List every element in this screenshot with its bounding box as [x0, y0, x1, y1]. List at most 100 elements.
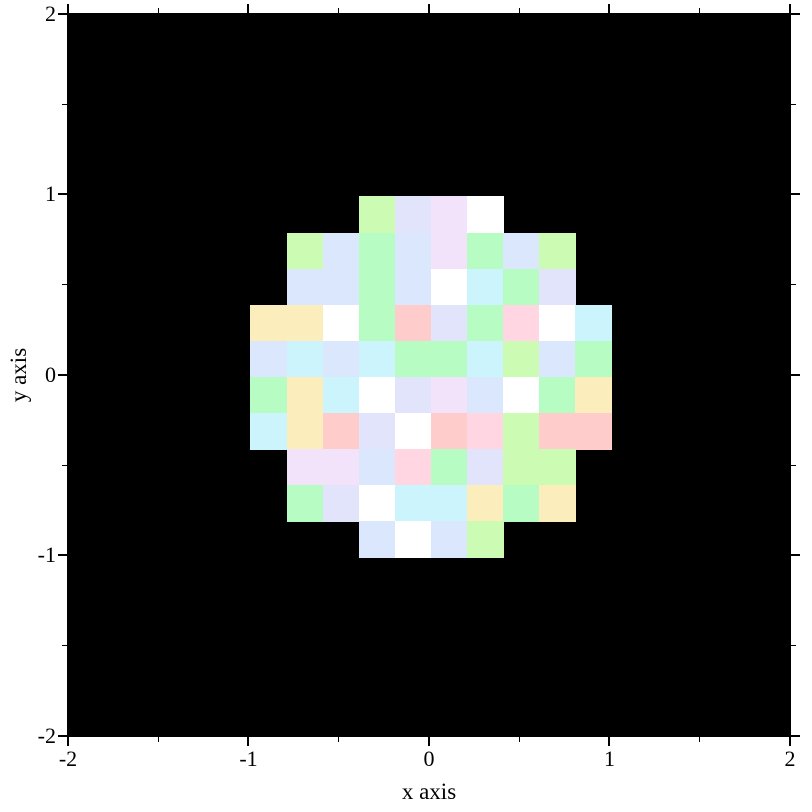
x-minor-tick	[157, 737, 159, 742]
heatmap-cell	[575, 376, 612, 414]
heatmap-cell	[286, 376, 324, 414]
y-major-tick	[791, 373, 800, 376]
heatmap-cell	[467, 268, 504, 306]
heatmap-cell	[430, 521, 468, 558]
heatmap-cell	[539, 449, 576, 486]
x-major-tick	[788, 737, 791, 746]
heatmap-cell	[539, 232, 576, 270]
y-major-tick	[791, 554, 800, 557]
x-minor-tick	[338, 737, 340, 742]
heatmap-cell	[358, 304, 396, 342]
heatmap-cell	[575, 340, 612, 378]
x-minor-tick	[518, 737, 520, 742]
y-major-tick	[791, 734, 800, 737]
heatmap-cell	[394, 232, 432, 270]
x-major-tick	[247, 4, 250, 13]
x-tick-label: -1	[239, 746, 258, 771]
heatmap-cell	[430, 340, 468, 378]
heatmap-cell	[250, 304, 288, 342]
heatmap-cell	[394, 449, 432, 486]
heatmap-cell	[322, 413, 360, 450]
y-tick-label: 0	[45, 361, 56, 387]
heatmap-cell	[286, 485, 324, 522]
heatmap-cell	[430, 268, 468, 306]
heatmap-cell	[358, 376, 396, 414]
x-tick-label: 1	[603, 746, 615, 771]
y-major-tick	[791, 193, 800, 196]
heatmap-cell	[322, 376, 360, 414]
heatmap-cell	[358, 268, 396, 306]
heatmap-cell	[467, 521, 504, 558]
heatmap-cell	[430, 485, 468, 522]
heatmap-cell	[358, 232, 396, 270]
heatmap-cell	[539, 376, 576, 414]
heatmap-cell	[322, 268, 360, 306]
x-tick-label: -2	[58, 746, 78, 771]
y-tick-label: -1	[37, 542, 56, 568]
x-axis-label: x axis	[401, 779, 457, 804]
x-major-tick	[67, 737, 69, 746]
x-major-tick	[608, 737, 611, 746]
heatmap-cell	[394, 521, 432, 558]
heatmap-cell	[358, 449, 396, 486]
heatmap-cell	[503, 376, 540, 414]
heatmap-cell	[250, 413, 288, 450]
heatmap-cell	[358, 485, 396, 522]
heatmap-cell	[286, 232, 324, 270]
heatmap-cell	[503, 449, 540, 486]
y-major-tick	[58, 13, 67, 15]
heatmap-cell	[575, 304, 612, 342]
heatmap-cell	[467, 340, 504, 378]
heatmap-cell	[430, 304, 468, 342]
heatmap-cell	[322, 485, 360, 522]
heatmap-cell	[250, 376, 288, 414]
heatmap-cell	[430, 376, 468, 414]
heatmap-cell	[322, 340, 360, 378]
heatmap-cell	[467, 449, 504, 486]
heatmap-cell	[250, 340, 288, 378]
x-minor-tick	[157, 8, 159, 13]
heatmap-cell	[503, 485, 540, 522]
y-tick-label: 2	[45, 1, 56, 26]
heatmap-cell	[503, 232, 540, 270]
x-minor-tick	[338, 8, 340, 13]
y-major-tick	[58, 193, 67, 196]
plot-area	[67, 13, 791, 737]
y-minor-tick	[62, 464, 67, 466]
heatmap-cell	[467, 413, 504, 450]
heatmap-cell	[503, 304, 540, 342]
heatmap-cell	[322, 304, 360, 342]
heatmap-cell	[503, 413, 540, 450]
heatmap-cell	[430, 413, 468, 450]
y-axis-label: y axis	[6, 347, 31, 403]
heatmap-cell	[286, 304, 324, 342]
x-minor-tick	[518, 8, 520, 13]
heatmap-cell	[394, 376, 432, 414]
heatmap-cell	[503, 340, 540, 378]
x-major-tick	[608, 4, 611, 13]
x-tick-label: 2	[784, 746, 796, 771]
y-minor-tick	[791, 284, 796, 286]
heatmap-cell	[467, 196, 504, 234]
heatmap-cell	[322, 449, 360, 486]
heatmap-cell	[394, 340, 432, 378]
heatmap-cell	[539, 485, 576, 522]
heatmap-cell	[286, 268, 324, 306]
y-tick-label: 1	[45, 181, 56, 207]
x-major-tick	[247, 737, 250, 746]
heatmap-cell	[358, 196, 396, 234]
y-minor-tick	[791, 464, 796, 466]
y-major-tick	[58, 554, 67, 557]
heatmap-cell	[394, 304, 432, 342]
heatmap-cell	[539, 268, 576, 306]
heatmap-cell	[430, 196, 468, 234]
heatmap-cell	[394, 196, 432, 234]
x-tick-label: 0	[423, 746, 435, 771]
y-major-tick	[58, 373, 67, 376]
x-major-tick	[67, 4, 69, 13]
y-minor-tick	[791, 103, 796, 105]
heatmap-cell	[286, 413, 324, 450]
x-major-tick	[427, 4, 430, 13]
heatmap-cell	[394, 268, 432, 306]
y-minor-tick	[62, 645, 67, 647]
